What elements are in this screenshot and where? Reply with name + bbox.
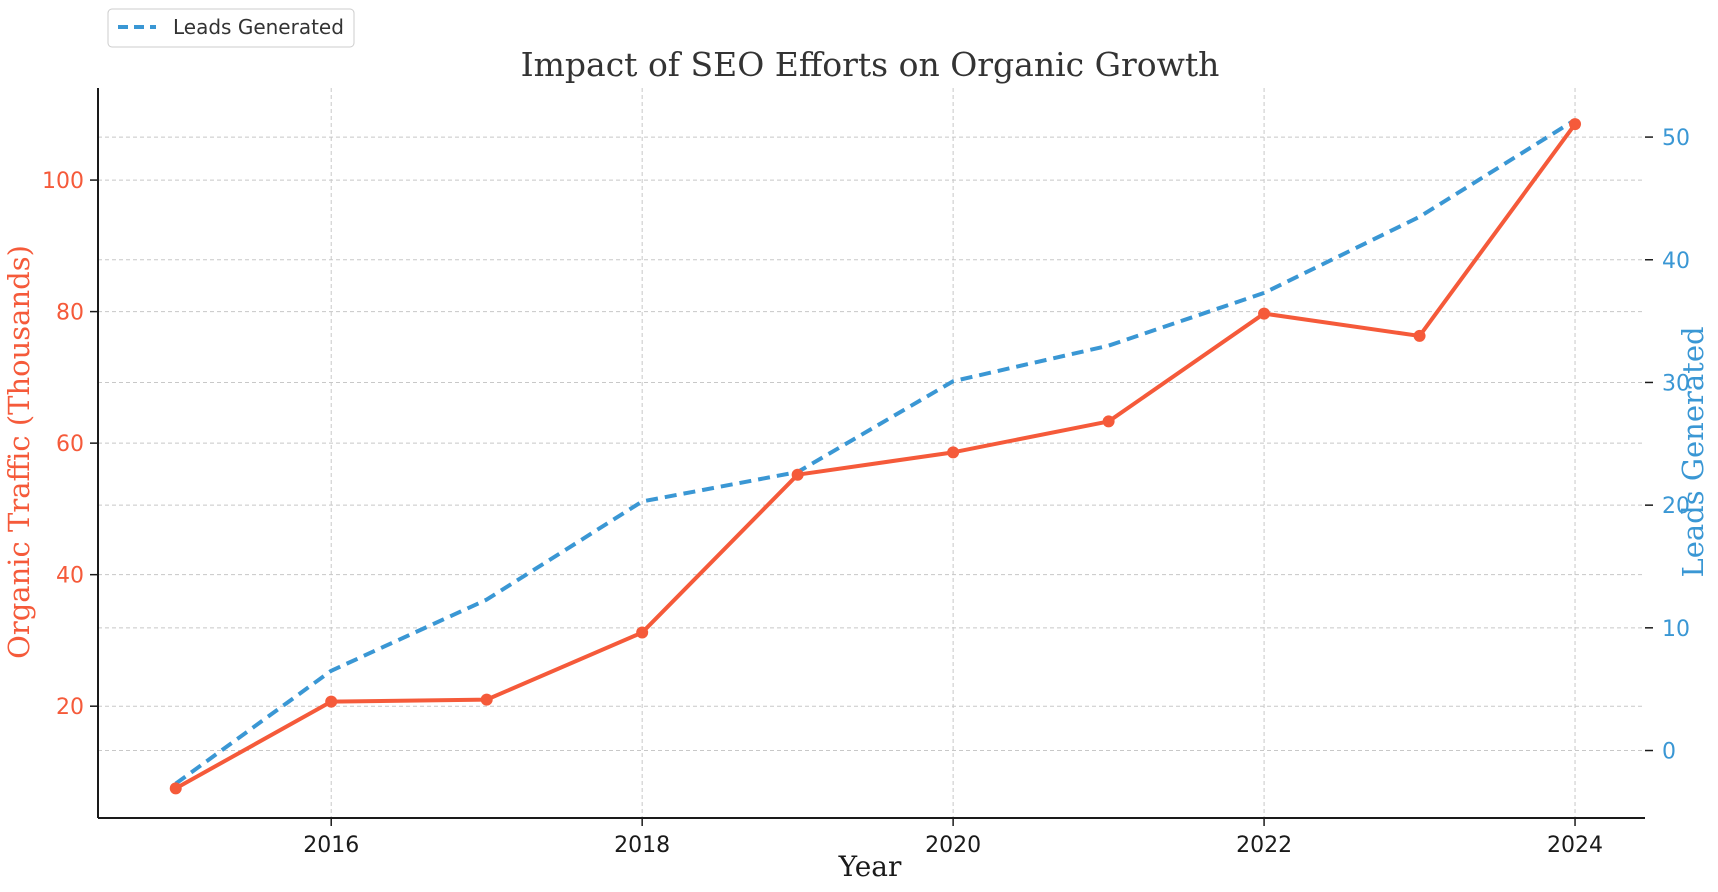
- chart-title: Impact of SEO Efforts on Organic Growth: [521, 45, 1220, 84]
- y-left-axis-label: Organic Traffic (Thousands): [2, 245, 36, 659]
- y-right-axis-label: Leads Generated: [1676, 326, 1710, 577]
- y-left-tick-label: 40: [56, 564, 84, 589]
- legend: Leads Generated: [107, 8, 355, 48]
- series-organic-traffic: [169, 118, 1582, 795]
- legend-entry-leads: Leads Generated: [173, 15, 344, 39]
- traffic-point: [325, 695, 338, 708]
- y-left-axis-ticks: 20 40 60 80 100: [42, 169, 98, 720]
- traffic-point: [1258, 307, 1271, 320]
- grid: [98, 88, 1645, 818]
- y-left-tick-label: 100: [42, 169, 84, 194]
- x-axis-label: Year: [838, 850, 902, 883]
- y-left-tick-label: 60: [56, 432, 84, 457]
- x-tick-label: 2016: [303, 833, 359, 858]
- traffic-point: [1413, 329, 1426, 342]
- traffic-point: [1102, 415, 1115, 428]
- x-tick-label: 2020: [925, 833, 981, 858]
- y-right-tick-label: 0: [1662, 740, 1676, 765]
- y-right-tick-label: 20: [1662, 494, 1690, 519]
- y-right-tick-label: 40: [1662, 249, 1690, 274]
- y-right-tick-label: 30: [1662, 371, 1690, 396]
- x-tick-label: 2024: [1547, 833, 1603, 858]
- legend-box: [107, 8, 355, 48]
- x-tick-label: 2018: [614, 833, 670, 858]
- x-tick-label: 2022: [1236, 833, 1292, 858]
- traffic-point: [1569, 118, 1582, 131]
- traffic-line: [174, 122, 1577, 791]
- traffic-point: [169, 782, 182, 795]
- series-leads-generated: [174, 118, 1577, 786]
- y-right-tick-label: 50: [1662, 126, 1690, 151]
- x-axis-ticks: 2016 2018 2020 2022 2024: [303, 818, 1603, 858]
- traffic-point: [947, 446, 960, 459]
- y-right-tick-label: 10: [1662, 617, 1690, 642]
- y-right-axis-ticks: 0 10 20 30 40 50: [1645, 126, 1690, 765]
- traffic-point: [636, 626, 649, 639]
- traffic-point: [791, 468, 804, 481]
- y-left-tick-label: 20: [56, 695, 84, 720]
- leads-line: [174, 118, 1577, 786]
- axes: [97, 88, 1645, 819]
- traffic-point: [480, 693, 493, 706]
- y-left-tick-label: 80: [56, 301, 84, 326]
